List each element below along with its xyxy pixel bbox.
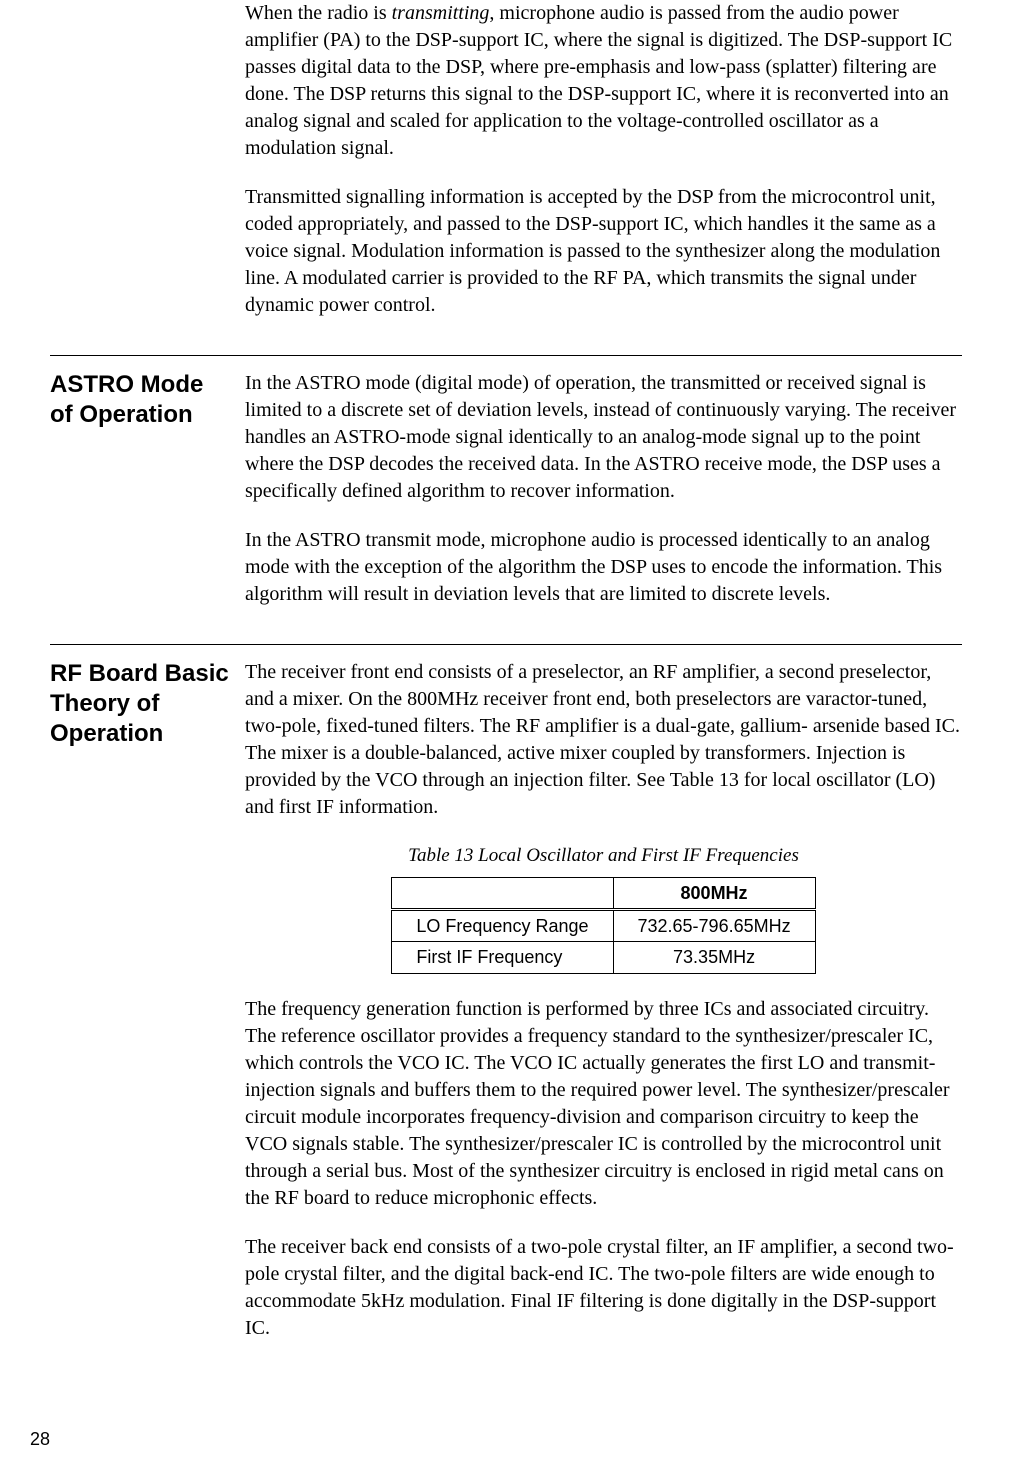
table-header-col: 800MHz <box>613 877 815 909</box>
astro-paragraph-1: In the ASTRO mode (digital mode) of oper… <box>245 370 962 505</box>
rf-paragraph-1: The receiver front end consists of a pre… <box>245 659 962 821</box>
intro-p1-pre: When the radio is <box>245 2 392 24</box>
intro-p1-post: , microphone audio is passed from the au… <box>245 2 952 159</box>
rf-heading: RF Board Basic Theory of Operation <box>50 659 245 1364</box>
rf-paragraph-3: The receiver back end consists of a two-… <box>245 1234 962 1342</box>
rf-body: The receiver front end consists of a pre… <box>245 659 962 1364</box>
table-row: LO Frequency Range 732.65-796.65MHz <box>392 909 815 941</box>
page-number: 28 <box>30 1429 50 1450</box>
document-page: When the radio is transmitting, micropho… <box>0 0 1012 1480</box>
table-row2-label: First IF Frequency <box>392 942 613 973</box>
divider-2 <box>50 644 962 645</box>
astro-section: ASTRO Mode of Operation In the ASTRO mod… <box>50 370 962 630</box>
intro-paragraph-1: When the radio is transmitting, micropho… <box>245 0 962 162</box>
table-row2-val: 73.35MHz <box>613 942 815 973</box>
astro-body: In the ASTRO mode (digital mode) of oper… <box>245 370 962 630</box>
rf-section: RF Board Basic Theory of Operation The r… <box>50 659 962 1364</box>
intro-body: When the radio is transmitting, micropho… <box>245 0 962 341</box>
table-row: First IF Frequency 73.35MHz <box>392 942 815 973</box>
table-caption: Table 13 Local Oscillator and First IF F… <box>245 843 962 869</box>
intro-p1-em: transmitting <box>392 2 490 24</box>
table-header-row: 800MHz <box>392 877 815 909</box>
frequency-table: 800MHz LO Frequency Range 732.65-796.65M… <box>391 877 815 974</box>
intro-section: When the radio is transmitting, micropho… <box>50 0 962 341</box>
intro-paragraph-2: Transmitted signalling information is ac… <box>245 184 962 319</box>
divider-1 <box>50 355 962 356</box>
rf-paragraph-2: The frequency generation function is per… <box>245 996 962 1212</box>
astro-paragraph-2: In the ASTRO transmit mode, microphone a… <box>245 527 962 608</box>
astro-heading: ASTRO Mode of Operation <box>50 370 245 630</box>
table-row1-label: LO Frequency Range <box>392 909 613 941</box>
intro-heading-spacer <box>50 0 245 341</box>
table-header-blank <box>392 877 613 909</box>
table-row1-val: 732.65-796.65MHz <box>613 909 815 941</box>
